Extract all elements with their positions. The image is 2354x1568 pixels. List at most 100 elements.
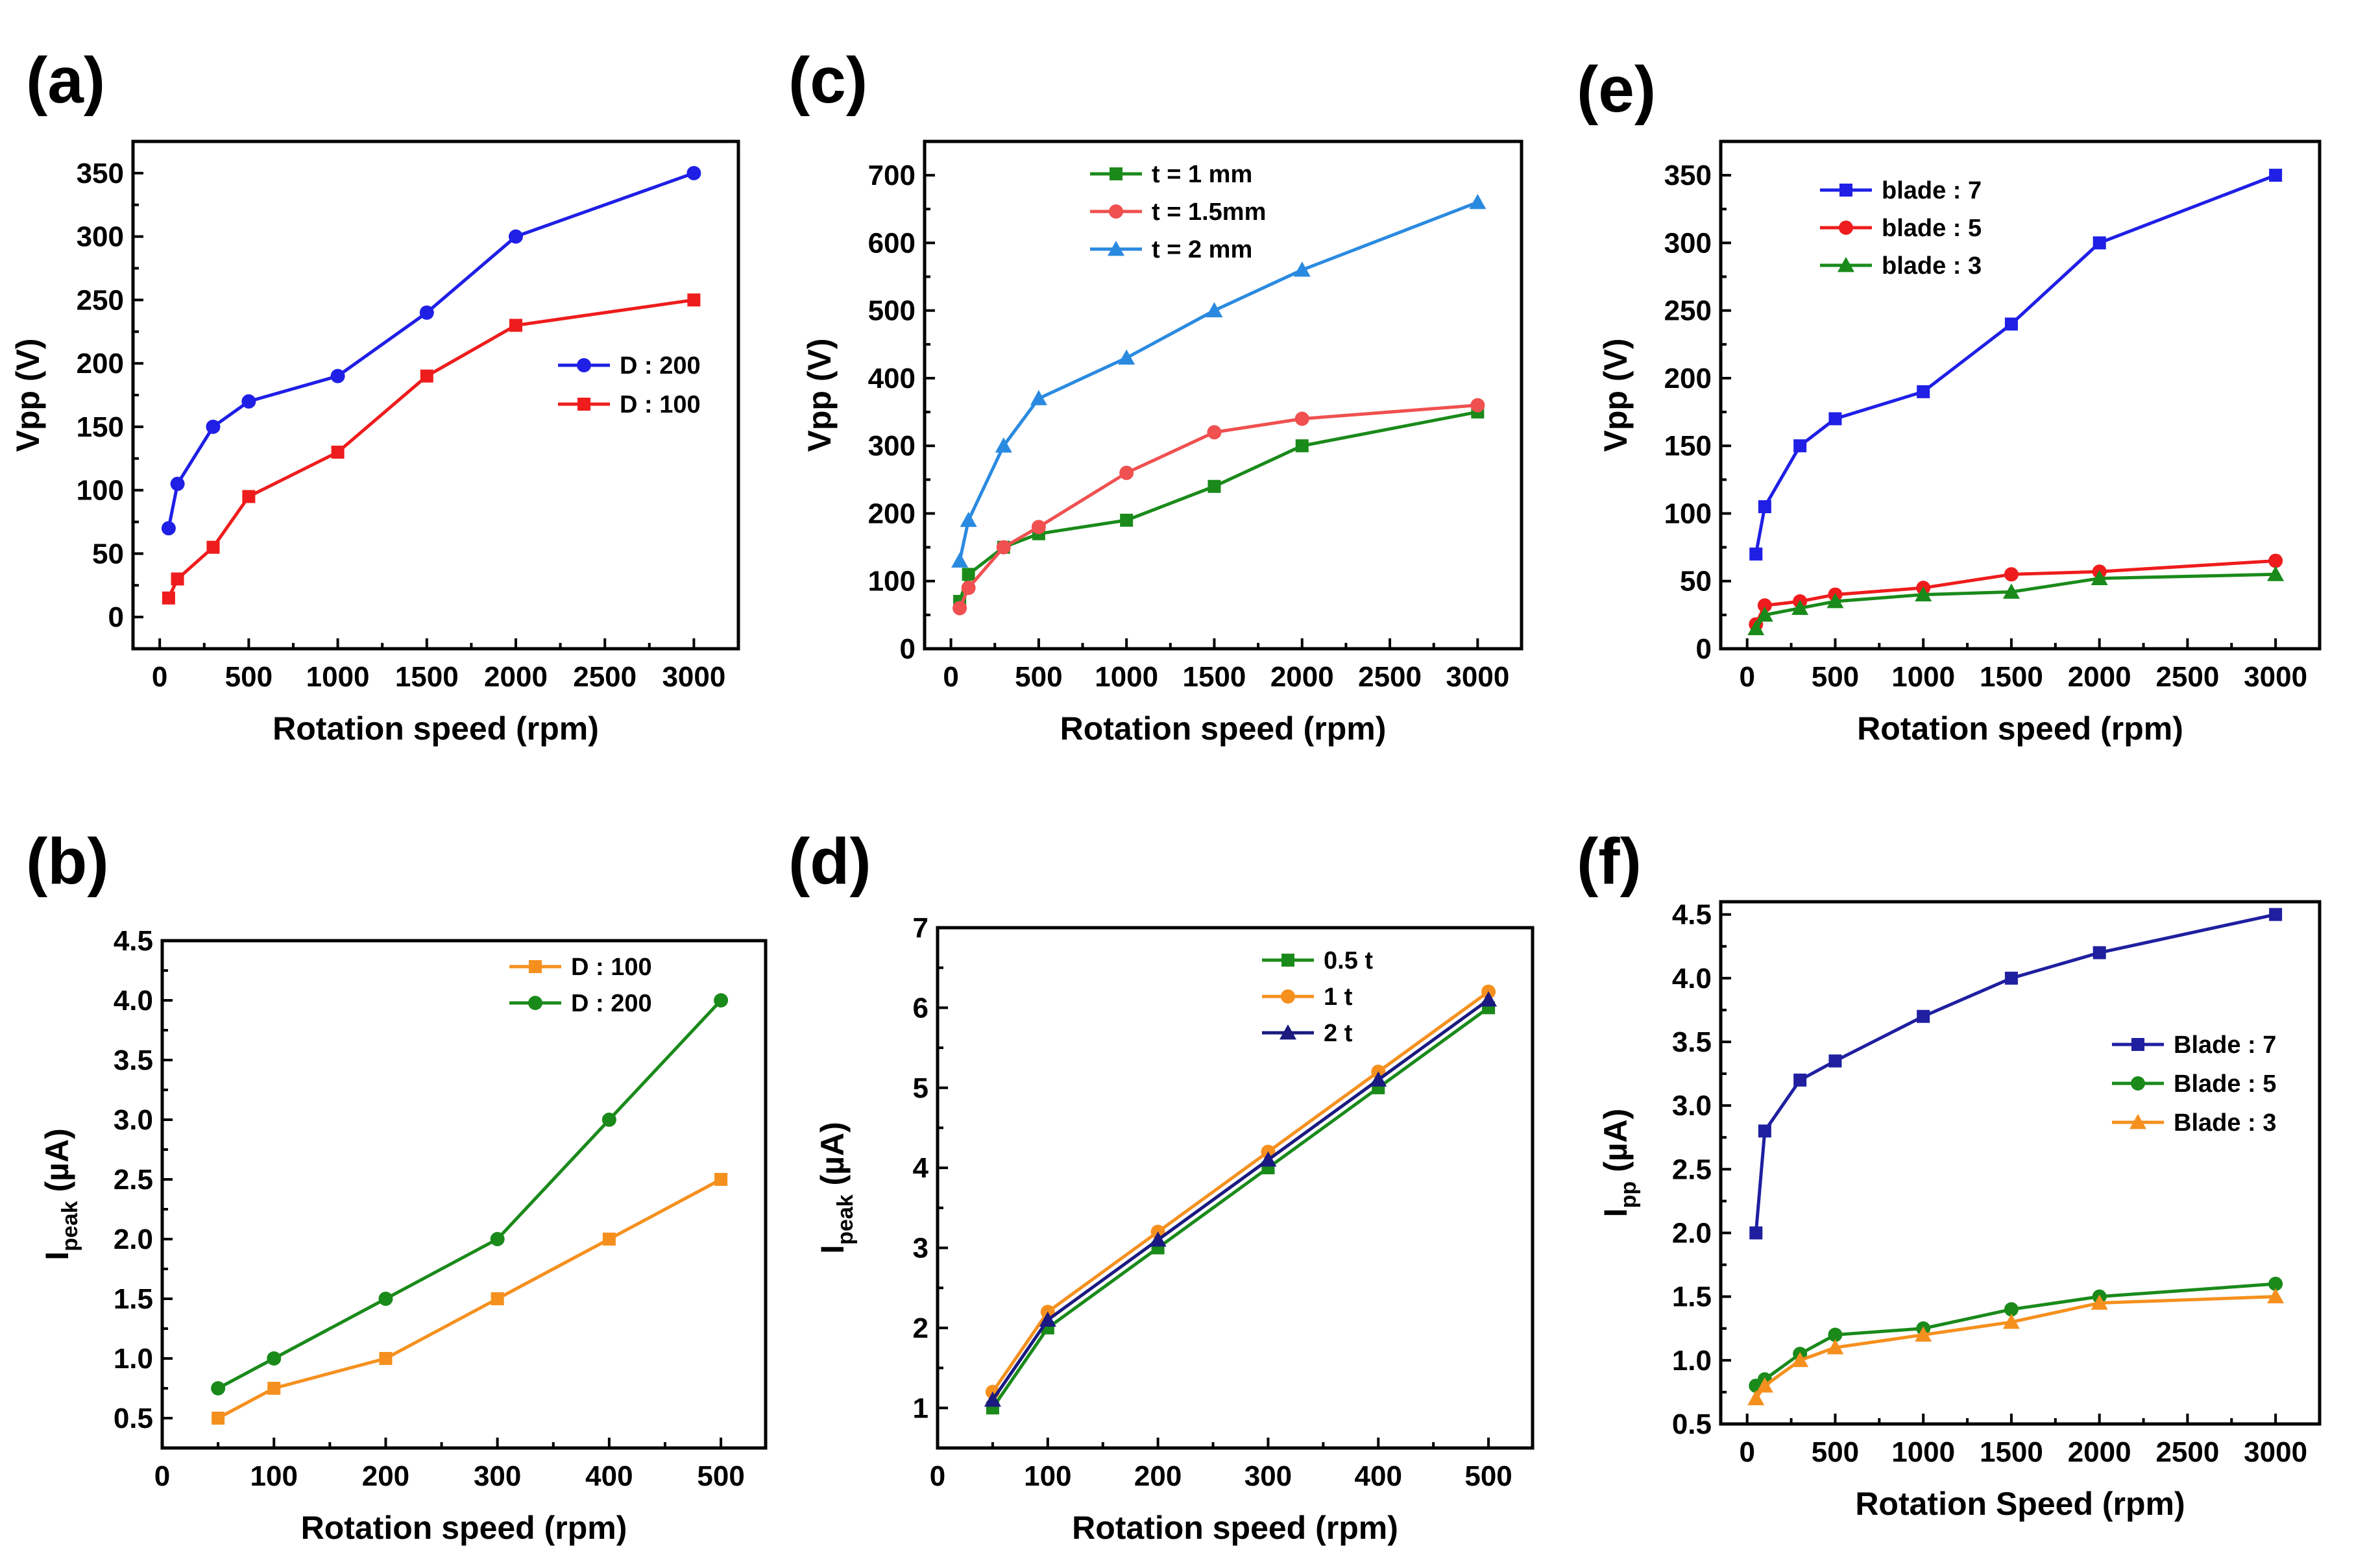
panel-a: (a) 0 500 1000 1500 2000 2500 3000 0 50 100 150 200 2… <box>10 44 740 747</box>
legend-label-d-1: 1 t <box>1324 983 1353 1011</box>
y-axis-title-f: Ipp (µA) <box>1597 1109 1641 1218</box>
x-tick-label-c: 2500 <box>1358 661 1422 693</box>
legend-marker-c-1 <box>1109 204 1123 219</box>
x-axis-title-a: Rotation speed (rpm) <box>273 710 599 747</box>
data-point-c-1 <box>1031 520 1046 535</box>
data-point-b-0 <box>379 1352 393 1365</box>
data-point-e-0 <box>1749 548 1763 561</box>
data-point-e-2 <box>1791 599 1809 615</box>
data-point-a-1 <box>331 445 345 459</box>
data-point-a-1 <box>242 490 256 503</box>
data-point-e-1 <box>2004 567 2019 582</box>
x-tick-label-f: 2500 <box>2155 1436 2219 1468</box>
data-point-c-0 <box>1207 479 1221 493</box>
data-point-c-1 <box>1119 465 1134 480</box>
data-point-c-2 <box>1469 193 1486 210</box>
legend-label-c-2: t = 2 mm <box>1152 236 1252 263</box>
x-tick-label-c: 500 <box>1015 661 1062 693</box>
plot-frame-c <box>923 139 1523 651</box>
y-tick-label-e: 350 <box>1664 160 1712 191</box>
x-tick-label-a: 2500 <box>573 661 637 693</box>
panel-label-f: (f) <box>1577 825 1642 898</box>
y-tick-label-f: 3.0 <box>1672 1090 1712 1122</box>
data-point-e-2 <box>2267 566 2285 581</box>
data-point-f-1 <box>2004 1302 2019 1317</box>
y-tick-label-c: 0 <box>900 633 916 665</box>
data-point-a-0 <box>161 521 176 536</box>
data-point-b-1 <box>601 1113 616 1127</box>
y-tick-label-e: 50 <box>1680 566 1712 597</box>
x-tick-label-f: 2000 <box>2068 1436 2131 1468</box>
x-axis-title-c: Rotation speed (rpm) <box>1060 710 1387 747</box>
legend-label-f-1: Blade : 5 <box>2174 1070 2276 1098</box>
y-tick-label-c: 600 <box>868 227 916 259</box>
x-tick-label-b: 500 <box>697 1460 744 1492</box>
data-point-e-1 <box>1757 598 1772 613</box>
series-line-b-1 <box>217 999 722 1390</box>
data-point-a-1 <box>687 293 701 307</box>
data-point-a-0 <box>419 305 434 320</box>
y-tick-label-c: 100 <box>868 566 916 597</box>
x-tick-label-f: 1000 <box>1891 1436 1955 1468</box>
data-point-a-1 <box>509 319 522 332</box>
x-tick-label-a: 1000 <box>306 661 370 693</box>
data-point-b-1 <box>211 1381 226 1395</box>
x-axis-title-e: Rotation speed (rpm) <box>1857 710 2183 747</box>
data-point-e-2 <box>1826 593 1844 609</box>
data-point-a-0 <box>206 419 221 434</box>
y-tick-label-f: 1.0 <box>1672 1345 1712 1377</box>
data-point-c-1 <box>953 601 967 616</box>
data-point-c-1 <box>1294 411 1309 426</box>
legend-label-b-1: D : 200 <box>571 990 652 1017</box>
x-axis-title-d: Rotation speed (rpm) <box>1072 1510 1398 1546</box>
y-tick-label-b: 0.5 <box>114 1403 153 1434</box>
x-tick-label-d: 200 <box>1134 1460 1182 1492</box>
y-tick-label-b: 2.5 <box>114 1164 153 1196</box>
data-point-e-2 <box>1915 586 1932 601</box>
data-point-c-1 <box>1207 425 1222 440</box>
data-point-f-0 <box>2269 908 2283 921</box>
series-line-d-0 <box>991 1006 1490 1409</box>
data-point-a-0 <box>508 229 523 244</box>
data-point-c-2 <box>960 511 977 527</box>
legend-label-e-1: blade : 5 <box>1882 215 1982 242</box>
legend-label-d-0: 0.5 t <box>1324 947 1373 974</box>
data-point-b-0 <box>714 1173 728 1186</box>
data-point-f-0 <box>1828 1054 1842 1068</box>
data-point-f-2 <box>2091 1294 2108 1310</box>
series-line-c-0 <box>958 410 1478 602</box>
legend-label-e-2: blade : 3 <box>1882 252 1982 280</box>
panel-f: (f) 0 500 1000 1500 2000 2500 3000 0.5 1.0 1.5 2.0 2… <box>1577 825 2322 1522</box>
x-tick-label-d: 300 <box>1244 1460 1292 1492</box>
data-point-c-0 <box>1120 513 1134 527</box>
data-point-f-1 <box>2268 1277 2283 1292</box>
series-line-e-0 <box>1754 173 2277 555</box>
x-tick-label-e: 2500 <box>2155 661 2219 693</box>
panel-c: (c) 0 500 1000 1500 2000 2500 3000 0 100 200 300 400… <box>788 44 1523 747</box>
x-tick-label-c: 2000 <box>1270 661 1334 693</box>
data-point-e-0 <box>1917 385 1930 398</box>
data-point-f-0 <box>1793 1073 1807 1087</box>
y-tick-label-b: 1.5 <box>114 1283 153 1315</box>
panel-label-d: (d) <box>788 825 871 898</box>
data-point-d-2 <box>984 1391 1001 1407</box>
series-line-b-0 <box>217 1177 722 1420</box>
data-point-b-0 <box>267 1382 281 1395</box>
legend-label-e-0: blade : 7 <box>1882 177 1982 204</box>
x-tick-label-b: 300 <box>474 1460 521 1492</box>
data-point-e-0 <box>1793 439 1807 453</box>
y-tick-label-b: 4.5 <box>114 925 153 957</box>
x-tick-label-a: 2000 <box>484 661 548 693</box>
y-tick-label-c: 300 <box>868 430 916 462</box>
x-tick-label-c: 3000 <box>1446 661 1509 693</box>
legend-marker-f-2 <box>2130 1114 2146 1129</box>
x-tick-label-e: 3000 <box>2244 661 2307 693</box>
y-tick-label-e: 250 <box>1664 295 1712 327</box>
series-line-f-2 <box>1754 1295 2276 1400</box>
y-tick-label-a: 0 <box>108 601 124 633</box>
data-point-b-1 <box>714 993 729 1007</box>
data-point-b-1 <box>378 1292 393 1306</box>
x-tick-label-d: 0 <box>930 1460 945 1492</box>
legend-marker-e-2 <box>1838 257 1854 272</box>
y-tick-label-b: 2.0 <box>114 1224 153 1255</box>
